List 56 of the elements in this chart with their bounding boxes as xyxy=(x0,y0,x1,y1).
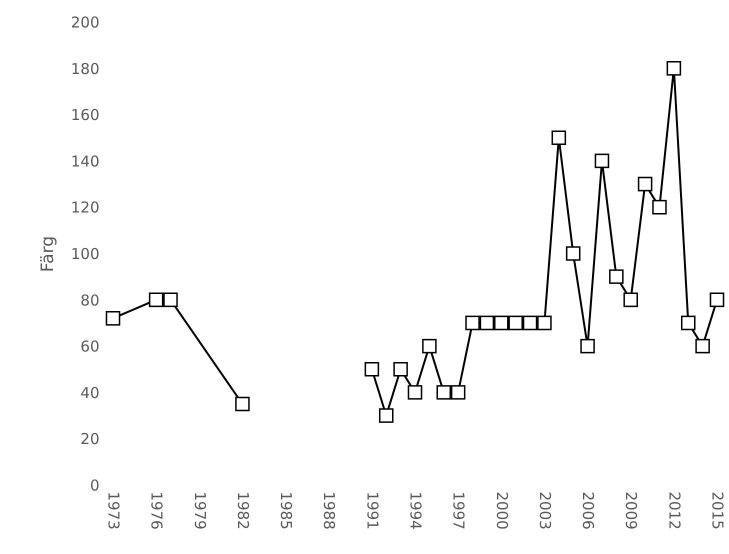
point xyxy=(638,176,652,192)
y-tick-label: 80 xyxy=(80,291,100,310)
point xyxy=(695,338,710,354)
y-tick-label: 0 xyxy=(90,476,100,494)
point xyxy=(465,316,480,330)
x-tick-label: 1991 xyxy=(363,492,382,530)
y-tick-label: 20 xyxy=(80,430,100,448)
x-tick-label: 2006 xyxy=(579,492,598,530)
y-tick-label: 100 xyxy=(70,245,100,263)
point xyxy=(106,311,120,326)
point xyxy=(480,316,494,330)
point xyxy=(594,154,610,168)
x-tick-label: 1976 xyxy=(148,492,166,530)
x-tick-label: 1979 xyxy=(190,492,209,530)
x-tick-label: 1985 xyxy=(277,492,296,530)
point xyxy=(537,316,552,330)
point xyxy=(235,396,250,412)
point xyxy=(566,246,580,261)
point xyxy=(666,61,682,76)
point xyxy=(450,385,466,400)
x-tick-label: 2000 xyxy=(492,492,511,530)
y-tick-label: 180 xyxy=(70,60,100,78)
y-tick-label: 160 xyxy=(70,106,100,124)
point xyxy=(623,292,638,308)
point xyxy=(148,292,164,308)
point xyxy=(436,385,452,400)
x-tick-label: 1973 xyxy=(104,492,122,530)
y-tick-label: 140 xyxy=(70,152,100,170)
point xyxy=(408,385,422,400)
point xyxy=(652,200,667,214)
x-tick-label: 1997 xyxy=(450,492,468,530)
point xyxy=(680,316,696,330)
x-tick-label: 2003 xyxy=(536,492,554,530)
y-tick-label: 40 xyxy=(80,384,100,402)
point xyxy=(422,338,437,354)
y-tick-label: 60 xyxy=(80,338,100,356)
y-tick-label: 120 xyxy=(70,198,100,217)
x-tick-label: 2012 xyxy=(665,492,684,530)
x-tick-label: 2009 xyxy=(622,492,640,530)
point xyxy=(378,408,394,423)
point xyxy=(609,269,624,284)
x-tick-label: 2015 xyxy=(708,492,726,530)
point xyxy=(494,316,509,330)
point xyxy=(163,292,178,308)
y-tick-label: 200 xyxy=(70,14,100,32)
x-tick-label: 1988 xyxy=(320,492,338,530)
point xyxy=(393,362,408,377)
point xyxy=(710,292,724,308)
point xyxy=(552,130,566,146)
point xyxy=(522,316,538,330)
x-tick-label: 1982 xyxy=(234,492,252,530)
point xyxy=(364,362,380,377)
x-tick-label: 1994 xyxy=(406,492,424,530)
point xyxy=(580,338,595,354)
y-axis-title: Färg xyxy=(38,236,58,272)
point xyxy=(508,316,523,330)
